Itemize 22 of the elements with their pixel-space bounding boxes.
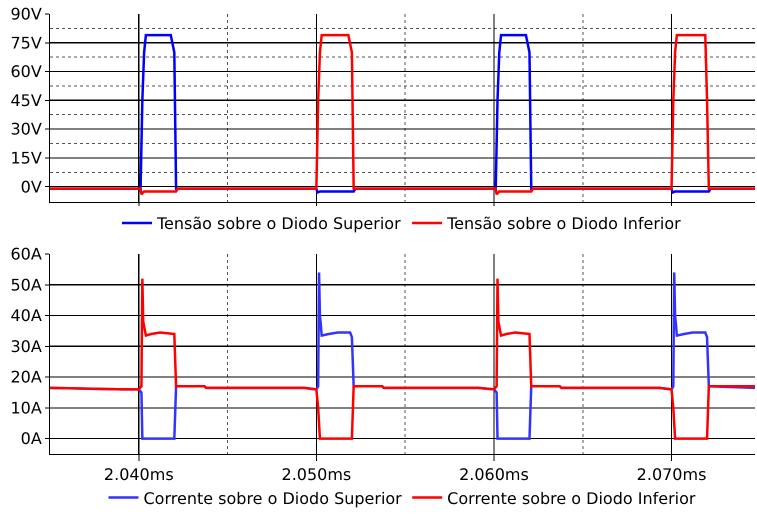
y-tick-label: 75V (10, 33, 42, 52)
y-tick-label: 0A (20, 429, 42, 448)
y-tick-label: 15V (10, 148, 42, 168)
legend-label: Corrente sobre o Diodo Superior (144, 488, 402, 508)
y-tick-label: 40A (10, 306, 42, 326)
y-tick-label: 10A (10, 398, 42, 418)
y-tick-label: 60V (10, 62, 42, 82)
x-tick-label: 2.050ms (282, 465, 352, 484)
y-tick-label: 30V (10, 120, 42, 139)
y-tick-label: 0V (20, 177, 42, 196)
y-tick-label: 45V (10, 90, 42, 110)
y-tick-label: 30A (10, 336, 42, 356)
legend-label: Tensão sobre o Diodo Superior (156, 214, 402, 234)
x-tick-label: 2.060ms (459, 465, 529, 484)
y-tick-label: 90V (10, 4, 42, 24)
y-tick-label: 50A (10, 275, 42, 294)
y-tick-label: 20A (10, 368, 42, 387)
x-tick-label: 2.070ms (636, 465, 706, 484)
y-tick-label: 60A (10, 244, 42, 264)
legend-label: Corrente sobre o Diodo Inferior (447, 488, 696, 508)
x-tick-label: 2.040ms (104, 465, 174, 484)
legend-label: Tensão sobre o Diodo Inferior (446, 214, 682, 234)
